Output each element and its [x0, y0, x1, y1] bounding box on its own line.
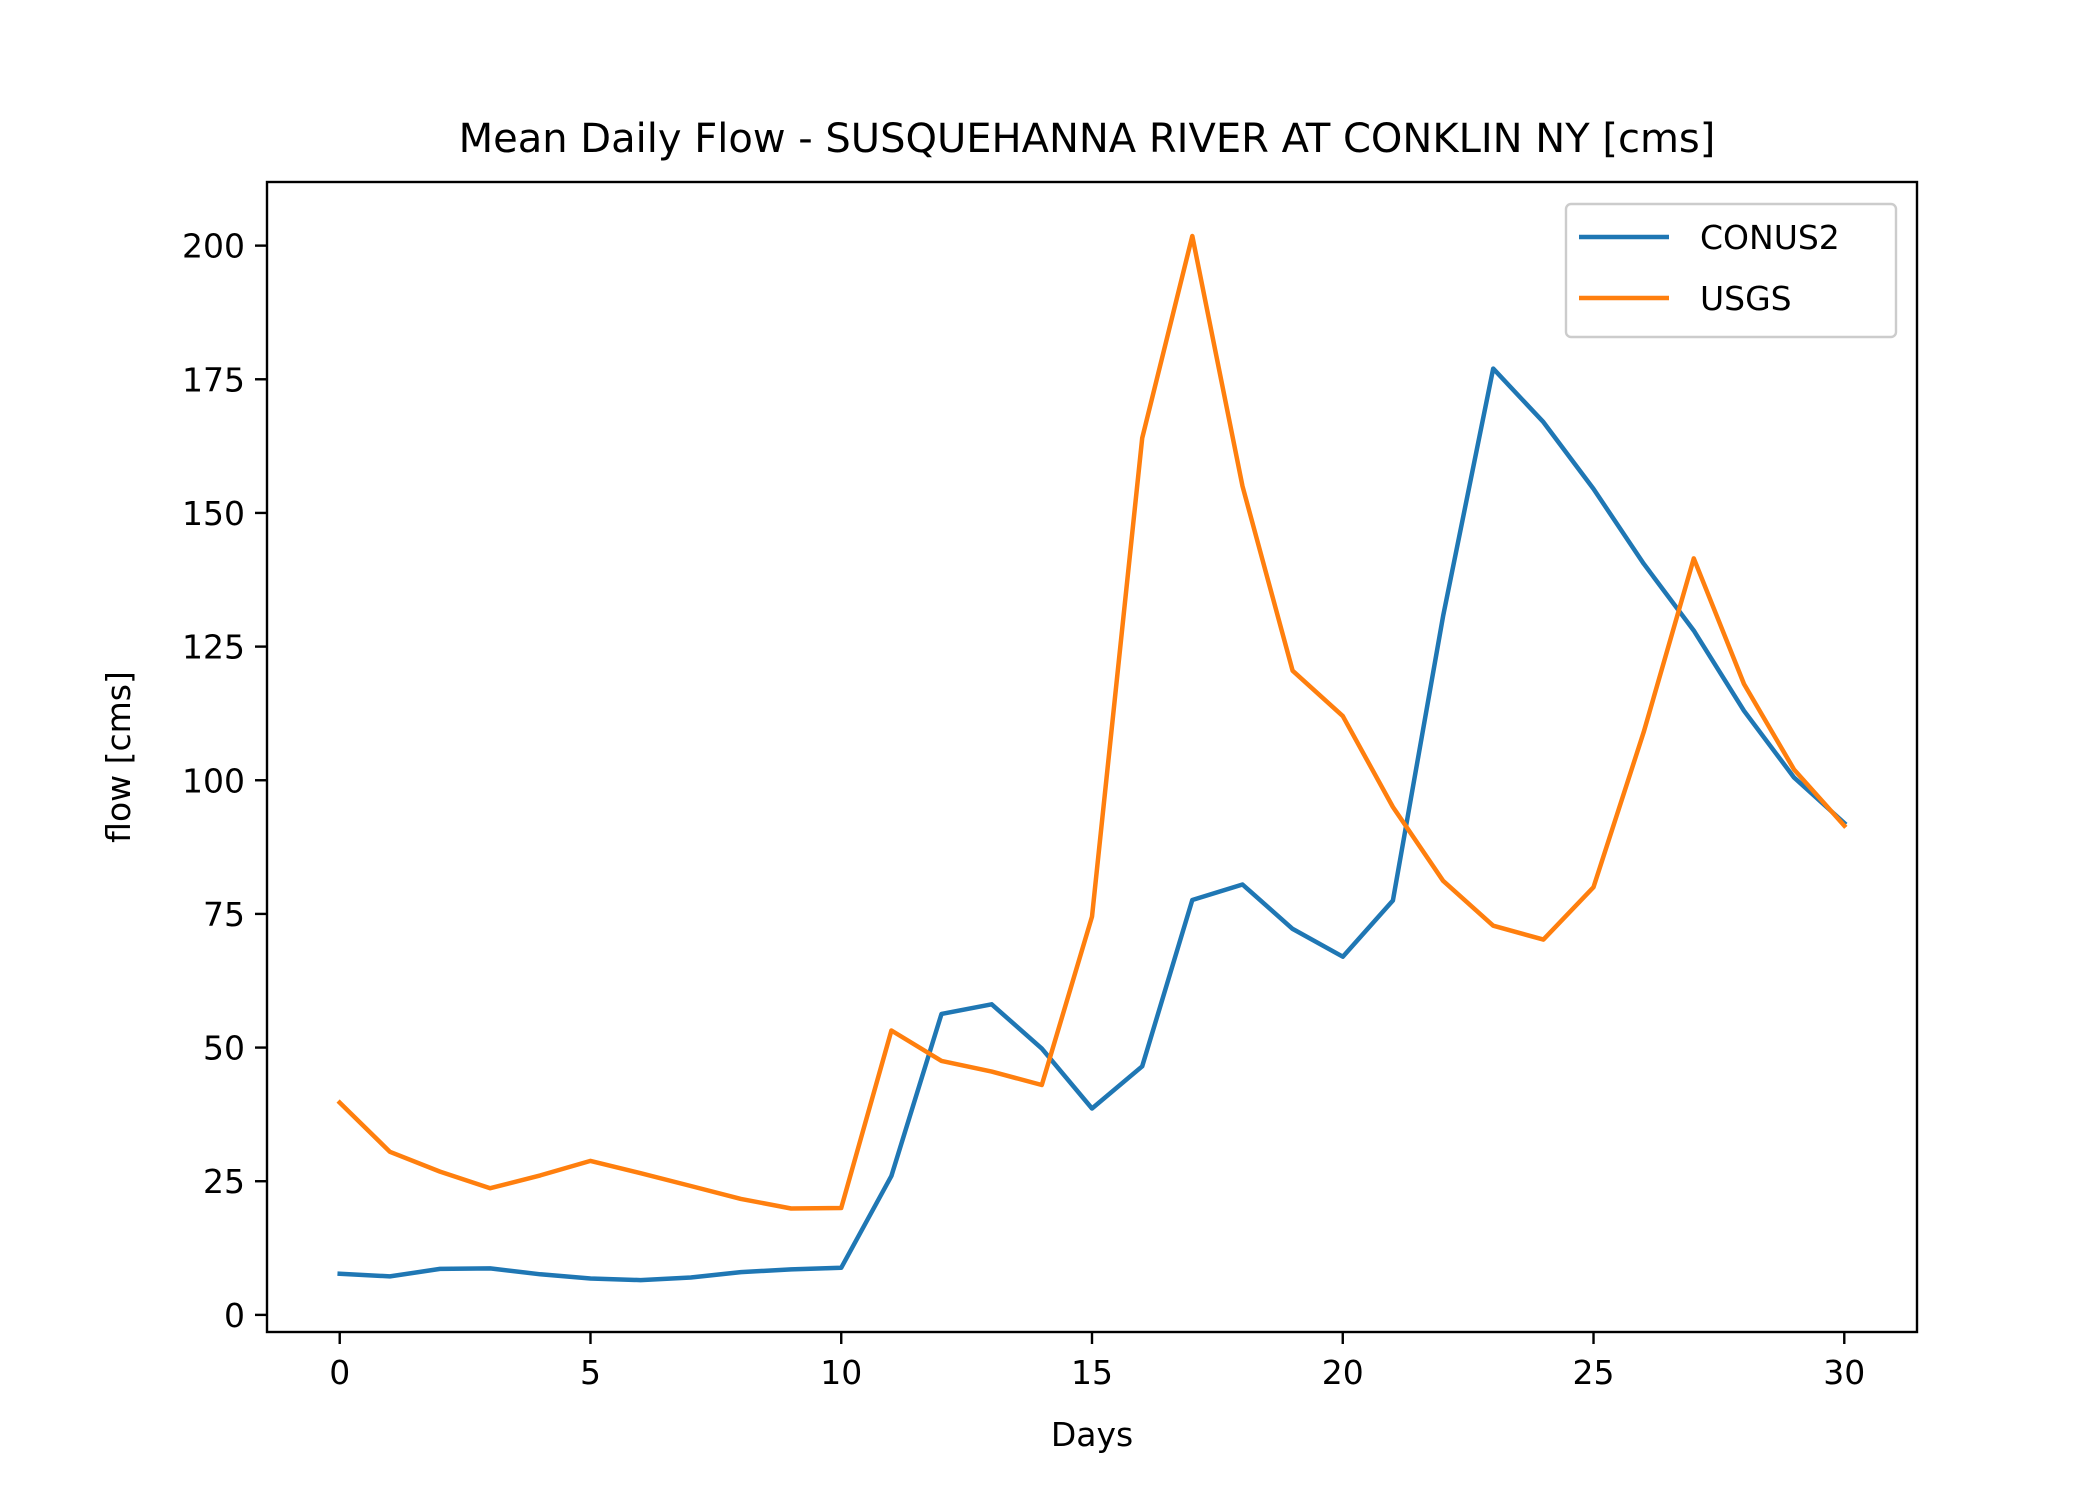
x-axis-label: Days — [1051, 1415, 1133, 1454]
x-tick-label: 20 — [1322, 1353, 1364, 1392]
y-tick-label: 150 — [182, 494, 245, 533]
legend-label-usgs: USGS — [1700, 279, 1792, 318]
x-tick-label: 10 — [820, 1353, 862, 1392]
legend: CONUS2 USGS — [1564, 202, 1898, 339]
y-tick-label: 200 — [182, 227, 245, 266]
x-tick-label: 5 — [580, 1353, 601, 1392]
plot-marks — [336, 233, 1848, 1283]
x-tick-label: 25 — [1573, 1353, 1615, 1392]
series-line-conus2 — [337, 366, 1848, 1283]
chart-title: Mean Daily Flow - SUSQUEHANNA RIVER AT C… — [459, 116, 1716, 162]
y-axis-label: flow [cms] — [99, 671, 138, 843]
y-tick-label: 100 — [182, 761, 245, 800]
y-tick-label: 175 — [182, 360, 245, 399]
x-tick-label: 30 — [1823, 1353, 1865, 1392]
y-axis-ticks: 0 25 50 75 100 125 150 175 200 — [182, 227, 267, 1335]
x-tick-label: 15 — [1071, 1353, 1113, 1392]
y-tick-label: 75 — [203, 895, 245, 934]
series-line-usgs — [336, 233, 1848, 1211]
y-tick-label: 125 — [182, 628, 245, 667]
x-tick-label: 0 — [329, 1353, 350, 1392]
y-tick-label: 50 — [203, 1029, 245, 1068]
x-axis-ticks: 0 5 10 15 20 25 30 — [329, 1332, 1865, 1392]
legend-label-conus2: CONUS2 — [1700, 218, 1840, 257]
y-tick-label: 25 — [203, 1162, 245, 1201]
y-tick-label: 0 — [224, 1296, 245, 1335]
